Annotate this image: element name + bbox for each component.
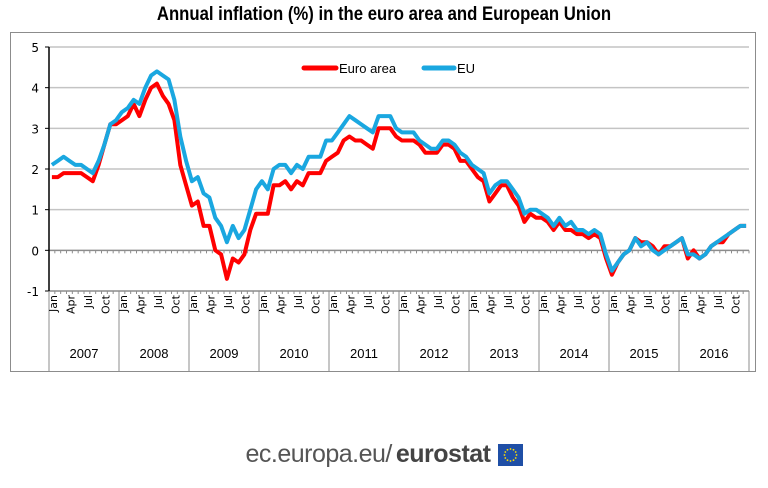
y-tick-label: 1 <box>31 204 39 218</box>
year-label: 2010 <box>280 346 309 361</box>
flag-star <box>506 448 508 451</box>
month-label: Apr <box>554 295 567 315</box>
y-tick-label: 5 <box>31 41 39 55</box>
month-label: Jul <box>222 295 235 309</box>
month-label: Jan <box>397 295 410 313</box>
year-label: 2012 <box>420 346 449 361</box>
month-label: Oct <box>99 294 112 314</box>
month-label: Jul <box>502 295 515 309</box>
month-label: Oct <box>589 294 602 314</box>
month-label: Oct <box>729 294 742 314</box>
legend: Euro area EU <box>301 61 475 76</box>
month-label: Apr <box>64 295 77 315</box>
month-label: Apr <box>204 295 217 315</box>
month-label: Oct <box>169 294 182 314</box>
y-tick-label: 0 <box>31 244 39 258</box>
year-label: 2007 <box>70 346 99 361</box>
flag-star <box>503 450 506 453</box>
month-label: Jan <box>327 295 340 313</box>
legend-label-eu: EU <box>457 61 475 76</box>
month-label: Jul <box>432 295 445 309</box>
month-label: Jan <box>537 295 550 313</box>
y-tick-label: 3 <box>31 122 39 136</box>
footer-brand-text: eurostat <box>395 440 491 468</box>
flag-star <box>509 459 511 462</box>
month-label: Oct <box>449 294 462 314</box>
y-tick-label: -1 <box>27 285 39 299</box>
legend-label-euro-area: Euro area <box>339 61 397 76</box>
month-label: Oct <box>379 294 392 314</box>
month-label: Jul <box>712 295 725 309</box>
month-label: Oct <box>309 294 322 314</box>
month-label: Jan <box>187 295 200 313</box>
flag-star <box>509 447 511 450</box>
month-label: Jan <box>677 295 690 313</box>
flag-star <box>503 456 506 459</box>
month-label: Apr <box>694 295 707 315</box>
year-label: 2009 <box>210 346 239 361</box>
month-label: Jul <box>152 295 165 309</box>
flag-star <box>512 458 514 461</box>
year-label: 2014 <box>560 346 589 361</box>
month-label: Oct <box>239 294 252 314</box>
year-label: 2011 <box>350 346 378 361</box>
chart-plot: 5 4 3 2 1 0 -1 Jan Apr Jul Oct 2007 Jan Apr Jul Oct 2008… <box>27 41 750 371</box>
footer: ec.europa.eu/eurostat <box>0 440 768 469</box>
footer-url-text: ec.europa.eu/ <box>245 440 392 468</box>
month-label: Jan <box>257 295 270 313</box>
series-line-eu <box>50 69 747 273</box>
month-label: Jan <box>467 295 480 313</box>
month-label: Jul <box>642 295 655 309</box>
flag-star <box>506 458 508 461</box>
chart-frame: 5 4 3 2 1 0 -1 Jan Apr Jul Oct 2007 Jan Apr Jul Oct 2008… <box>10 32 756 372</box>
month-label: Jul <box>572 295 585 309</box>
month-label: Apr <box>274 295 287 315</box>
month-label: Jul <box>292 295 305 309</box>
month-label: Apr <box>414 295 427 315</box>
flag-star <box>512 448 514 451</box>
flag-star <box>514 456 517 459</box>
month-label: Oct <box>659 294 672 314</box>
y-tick-label: 4 <box>31 82 39 96</box>
month-label: Oct <box>519 294 532 314</box>
eurostat-logo: ec.europa.eu/eurostat <box>245 440 523 469</box>
eu-flag-icon <box>497 443 523 466</box>
flag-star <box>515 453 517 456</box>
month-label: Apr <box>134 295 147 315</box>
year-label: 2015 <box>630 346 659 361</box>
flag-star <box>514 450 517 453</box>
month-label: Apr <box>624 295 637 315</box>
month-label: Apr <box>484 295 497 315</box>
chart-title: Annual inflation (%) in the euro area an… <box>156 4 612 25</box>
series-line-euro-area <box>51 81 747 281</box>
year-label: 2008 <box>140 346 169 361</box>
y-tick-label: 2 <box>31 163 39 177</box>
month-label: Jan <box>47 295 60 313</box>
month-label: Jul <box>362 295 375 309</box>
year-label: 2013 <box>490 346 519 361</box>
axes: 5 4 3 2 1 0 -1 Jan Apr Jul Oct 2007 Jan Apr Jul Oct 2008… <box>27 41 750 371</box>
flag-star <box>503 453 505 456</box>
month-label: Jan <box>607 295 620 313</box>
month-label: Jul <box>82 295 95 309</box>
series-lines <box>50 69 747 281</box>
year-label: 2016 <box>700 346 729 361</box>
month-label: Apr <box>344 295 357 315</box>
month-label: Jan <box>117 295 130 313</box>
